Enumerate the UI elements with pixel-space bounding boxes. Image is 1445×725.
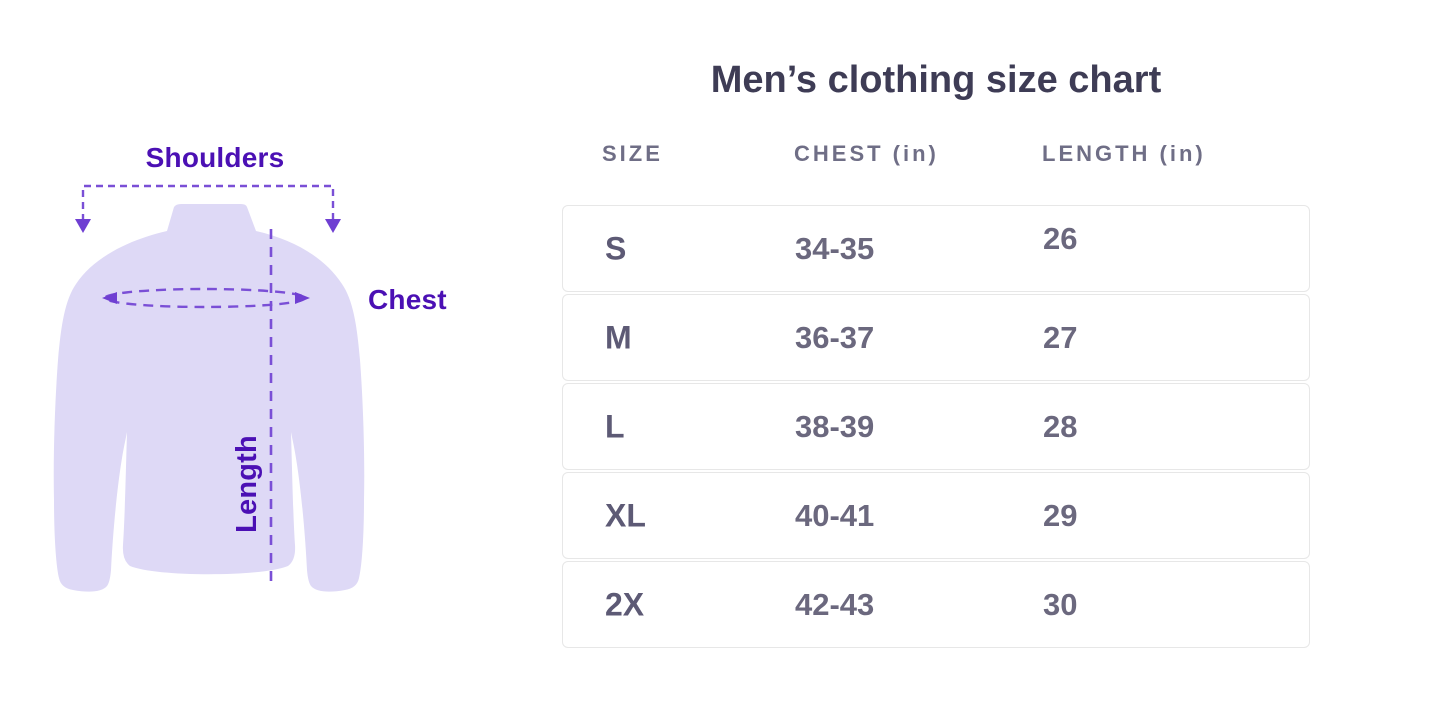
chest-value: 36-37 [795, 319, 875, 355]
shoulder-arrow-right-icon [325, 219, 341, 233]
chest-arrow-left-icon [102, 292, 117, 304]
table-header-row: SIZE CHEST (in) LENGTH (in) [562, 141, 1310, 166]
column-header-size: SIZE [602, 141, 663, 166]
size-value: 2X [605, 586, 645, 622]
size-value: M [605, 319, 632, 355]
size-value: XL [605, 497, 646, 533]
shirt-illustration [53, 184, 365, 592]
chest-label: Chest [368, 284, 447, 315]
shoulders-measure-line [81, 184, 335, 221]
chest-value: 40-41 [795, 497, 875, 533]
table-row: L 38-39 28 [562, 383, 1310, 470]
size-value: L [605, 408, 625, 444]
length-value: 27 [1043, 319, 1078, 355]
length-value: 29 [1043, 497, 1078, 533]
chest-value: 38-39 [795, 408, 875, 444]
column-header-chest: CHEST (in) [794, 141, 939, 166]
chest-value: 42-43 [795, 586, 875, 622]
size-value: S [605, 230, 627, 266]
length-value: 30 [1043, 586, 1078, 622]
table-row: S 34-35 26 [562, 205, 1310, 292]
length-value: 28 [1043, 408, 1078, 444]
table-row: 2X 42-43 30 [562, 561, 1310, 648]
chest-arrow-right-icon [295, 292, 310, 304]
shirt-shape [53, 204, 365, 592]
column-header-length: LENGTH (in) [1042, 141, 1206, 166]
chest-value: 34-35 [795, 230, 875, 266]
table-row: XL 40-41 29 [562, 472, 1310, 559]
length-value: 26 [1043, 221, 1078, 257]
shirt-diagram: Shoulders Chest Length [0, 0, 500, 725]
shoulders-label: Shoulders [145, 142, 285, 173]
table-row: M 36-37 27 [562, 294, 1310, 381]
size-table: S 34-35 26 M 36-37 27 L 38-39 28 XL 40-4… [562, 205, 1310, 648]
page-title: Men’s clothing size chart [710, 59, 1162, 101]
length-label: Length [231, 435, 263, 533]
shoulder-arrow-left-icon [75, 219, 91, 233]
